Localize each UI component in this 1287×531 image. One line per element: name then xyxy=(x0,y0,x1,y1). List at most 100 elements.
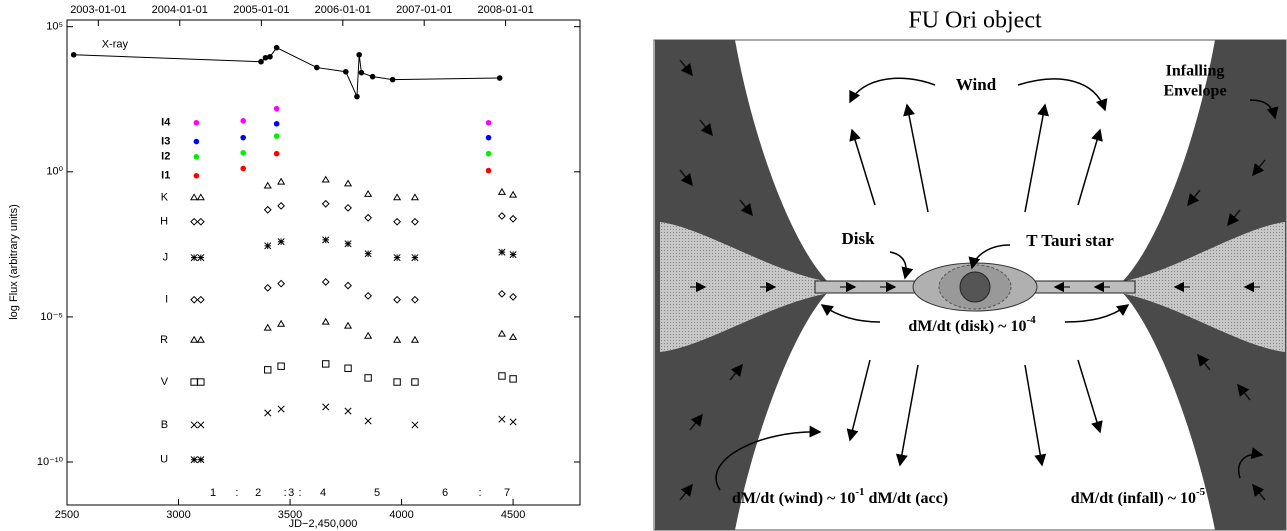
data-point xyxy=(273,133,280,139)
series-label: U xyxy=(160,454,168,466)
data-point xyxy=(497,187,507,195)
x-tick-label: 4500 xyxy=(501,509,525,521)
data-point xyxy=(190,335,199,343)
data-point xyxy=(498,248,506,256)
wind-arrow xyxy=(849,128,876,206)
series-label: B xyxy=(161,419,168,431)
infall-arrow xyxy=(689,413,703,431)
label-text: dM/dt (acc) xyxy=(865,490,949,507)
data-point xyxy=(343,179,353,187)
wind-arrow xyxy=(903,103,929,213)
data-point xyxy=(273,105,280,112)
data-point xyxy=(264,409,272,417)
infall-arrow xyxy=(1197,353,1211,371)
data-point xyxy=(496,75,503,81)
data-point xyxy=(411,378,419,386)
disk-label: Disk xyxy=(841,229,875,248)
label-arrow xyxy=(1238,447,1264,479)
data-point xyxy=(190,456,198,464)
series-line xyxy=(73,47,500,97)
light-curve-chart: JD−2,450,000 log Flux (arbitrary units) … xyxy=(8,4,581,530)
infall-arrow xyxy=(1252,483,1266,501)
data-point xyxy=(196,295,205,304)
data-point xyxy=(321,317,330,325)
data-point xyxy=(193,138,200,145)
infall-arrow xyxy=(699,119,713,137)
epoch-label: 6 xyxy=(442,487,448,499)
data-point xyxy=(190,254,198,262)
data-point xyxy=(498,415,506,423)
wind-arrow xyxy=(1024,364,1047,467)
data-point xyxy=(509,418,517,426)
epoch-label: 4 xyxy=(320,487,326,499)
label-arrow xyxy=(1064,304,1130,323)
data-point xyxy=(410,335,420,343)
data-point xyxy=(70,51,77,58)
flow-arrows xyxy=(715,77,1279,491)
epoch-separator: : xyxy=(235,487,238,499)
data-point xyxy=(277,405,285,413)
label-sup: -5 xyxy=(1196,486,1206,498)
label-arrow xyxy=(820,304,881,323)
series-label: V xyxy=(161,376,169,388)
label-arrow xyxy=(715,425,822,491)
data-point xyxy=(393,335,402,343)
epoch-label: 5 xyxy=(374,487,380,499)
data-point xyxy=(277,201,286,210)
data-point xyxy=(364,417,372,425)
x-tick-label: 3000 xyxy=(166,509,190,521)
wind-arrow xyxy=(1024,103,1049,213)
infall-arrow xyxy=(679,169,693,187)
envelope-label-2: Envelope xyxy=(1163,83,1226,100)
label-sup: -4 xyxy=(1026,314,1036,326)
label-text: dM/dt (disk) ~ 10 xyxy=(908,318,1026,335)
series-label: J xyxy=(163,252,169,264)
data-point xyxy=(393,193,402,201)
data-point xyxy=(240,118,247,124)
label-arrow xyxy=(1017,78,1108,112)
epoch-label: 1 xyxy=(210,487,216,499)
wind-arrow xyxy=(1077,359,1103,434)
y-tick-label: 10⁰ xyxy=(46,166,63,178)
x2-tick-label: 2008-01-01 xyxy=(477,4,533,16)
data-point xyxy=(190,421,198,429)
data-point xyxy=(498,372,506,380)
data-point xyxy=(344,281,352,290)
outer-disk-right xyxy=(1120,222,1285,352)
y-tick-label: 10⁵ xyxy=(46,21,63,33)
envelope-arrows xyxy=(679,59,1266,501)
data-point xyxy=(393,254,401,262)
plot-frame xyxy=(66,19,581,506)
data-point xyxy=(498,212,506,220)
data-point xyxy=(509,251,517,259)
epoch-label: 2 xyxy=(255,487,261,499)
data-point xyxy=(393,217,402,226)
data-point xyxy=(258,58,264,65)
data-point xyxy=(273,44,280,51)
data-point xyxy=(277,177,286,185)
label-arrow xyxy=(1249,99,1279,120)
data-point xyxy=(509,292,517,301)
series-label: R xyxy=(160,334,168,346)
data-point xyxy=(358,69,365,76)
data-point xyxy=(277,279,286,288)
star xyxy=(959,271,991,303)
data-point xyxy=(364,374,372,382)
data-point xyxy=(389,76,396,83)
x2-tick-label: 2007-01-01 xyxy=(396,4,452,16)
data-point xyxy=(190,217,199,226)
infall-arrow xyxy=(1252,159,1266,177)
epoch-separator: : xyxy=(284,487,287,499)
data-point xyxy=(411,421,419,429)
x-tick-label: 3500 xyxy=(278,509,302,521)
series-label: I1 xyxy=(161,170,170,182)
x2-tick-label: 2004-01-01 xyxy=(152,4,208,16)
data-point xyxy=(369,73,376,80)
data-point xyxy=(196,193,205,201)
data-point xyxy=(273,150,280,157)
data-point xyxy=(343,68,349,75)
data-point xyxy=(364,291,373,300)
data-point xyxy=(344,240,352,248)
data-point xyxy=(411,295,419,304)
data-point xyxy=(264,242,272,250)
